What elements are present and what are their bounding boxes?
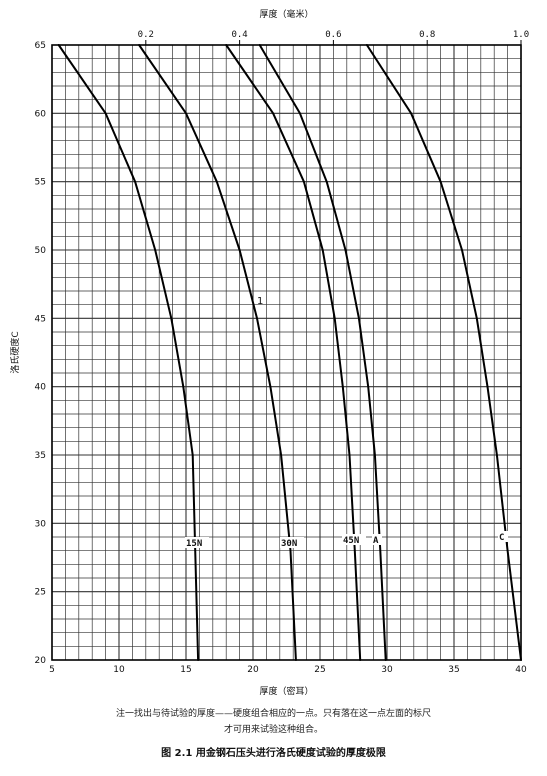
footnote-line-1: 注一找出与待试验的厚度——硬度组合相应的一点。只有落在这一点左面的标尺 [115, 709, 431, 719]
plot-annotation: 1 [257, 296, 263, 307]
plot-frame [51, 44, 522, 661]
y-tick-label: 20 [35, 656, 47, 666]
x-tick-label: 20 [247, 665, 259, 675]
y-tick-label: 60 [35, 109, 47, 119]
y-tick-label: 40 [35, 383, 47, 393]
y-axis-title: 洛氏硬度C [9, 331, 21, 373]
y-tick-label: 25 [35, 588, 46, 598]
x-tick-label: 35 [448, 665, 459, 675]
x-tick-label: 10 [113, 665, 125, 675]
series-line-a [258, 44, 387, 661]
top-tick-label: 0.2 [138, 30, 154, 40]
y-tick-label: 45 [35, 314, 46, 324]
series-label-45n: 45N [343, 536, 359, 546]
x-tick-label: 15 [180, 665, 191, 675]
figure-caption: 图 2.1 用金钢石压头进行洛氏硬度试验的厚度极限 [161, 748, 386, 759]
x-tick-label: 5 [49, 665, 55, 675]
x-tick-label: 25 [314, 665, 325, 675]
series-line-30n [138, 44, 297, 661]
y-tick-label: 50 [35, 246, 47, 256]
top-tick-label: 0.4 [231, 30, 247, 40]
series-label-bg [185, 537, 209, 548]
x-tick-label: 40 [515, 665, 527, 675]
y-tick-label: 65 [35, 41, 46, 51]
top-tick-label: 1.0 [513, 30, 529, 40]
footnote-line-2: 才可用来试验这种组合。 [223, 725, 323, 735]
series-label-a: A [373, 536, 379, 546]
series-line-15n [57, 44, 200, 661]
series-label-bg [280, 537, 304, 548]
series-label-bg [498, 531, 508, 542]
series-label-30n: 30N [281, 539, 297, 549]
series-label-bg [342, 534, 366, 545]
series-line-45n [225, 44, 362, 661]
series-label-bg [372, 534, 382, 545]
top-tick-label: 0.6 [325, 30, 341, 40]
x-tick-label: 30 [381, 665, 393, 675]
y-tick-label: 30 [35, 519, 47, 529]
top-axis-title: 厚度（毫米） [259, 8, 313, 20]
y-tick-label: 35 [35, 451, 46, 461]
top-tick-label: 0.8 [419, 30, 435, 40]
x-axis-title: 厚度（密耳） [259, 685, 313, 697]
y-tick-label: 55 [35, 178, 46, 188]
series-line-c [365, 44, 522, 661]
series-label-c: C [499, 533, 504, 543]
series-label-15n: 15N [186, 539, 202, 549]
thickness-limit-chart: 5 10 15 20 25 30 35 40 20 25 30 35 40 45 50 55 60 65 0.2 0.… [9, 8, 529, 697]
